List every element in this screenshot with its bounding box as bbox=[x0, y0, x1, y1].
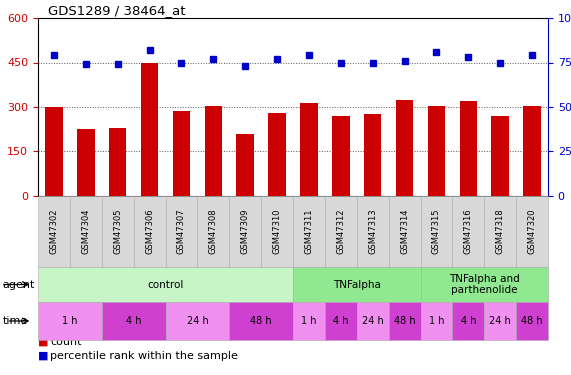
Bar bbox=[523, 105, 541, 196]
Text: count: count bbox=[50, 337, 82, 347]
Bar bbox=[77, 129, 95, 196]
Bar bbox=[332, 116, 349, 196]
Text: 24 h: 24 h bbox=[187, 316, 208, 326]
Text: TNFalpha and
parthenolide: TNFalpha and parthenolide bbox=[449, 274, 520, 295]
Text: GSM47314: GSM47314 bbox=[400, 209, 409, 254]
Bar bbox=[460, 101, 477, 196]
Text: 4 h: 4 h bbox=[126, 316, 142, 326]
Text: GSM47304: GSM47304 bbox=[81, 209, 90, 254]
Text: control: control bbox=[147, 279, 184, 290]
Text: GSM47320: GSM47320 bbox=[528, 209, 537, 254]
Text: agent: agent bbox=[3, 279, 35, 290]
Text: 1 h: 1 h bbox=[301, 316, 317, 326]
Text: GDS1289 / 38464_at: GDS1289 / 38464_at bbox=[48, 4, 186, 17]
Text: TNFalpha: TNFalpha bbox=[333, 279, 381, 290]
Text: GSM47309: GSM47309 bbox=[241, 209, 250, 254]
Text: 48 h: 48 h bbox=[521, 316, 543, 326]
Bar bbox=[109, 128, 126, 196]
Bar bbox=[396, 100, 413, 196]
Text: ■: ■ bbox=[38, 351, 49, 361]
Text: 1 h: 1 h bbox=[62, 316, 78, 326]
Text: GSM47311: GSM47311 bbox=[304, 209, 313, 254]
Text: GSM47315: GSM47315 bbox=[432, 209, 441, 254]
Text: GSM47310: GSM47310 bbox=[272, 209, 282, 254]
Bar bbox=[172, 111, 190, 196]
Text: GSM47302: GSM47302 bbox=[50, 209, 58, 254]
Bar bbox=[300, 102, 317, 196]
Text: GSM47307: GSM47307 bbox=[177, 209, 186, 254]
Text: GSM47306: GSM47306 bbox=[145, 209, 154, 254]
Text: 48 h: 48 h bbox=[250, 316, 272, 326]
Bar bbox=[204, 105, 222, 196]
Text: 4 h: 4 h bbox=[333, 316, 348, 326]
Text: 1 h: 1 h bbox=[429, 316, 444, 326]
Text: GSM47308: GSM47308 bbox=[209, 209, 218, 254]
Bar bbox=[428, 105, 445, 196]
Text: GSM47305: GSM47305 bbox=[113, 209, 122, 254]
Bar bbox=[364, 114, 381, 196]
Text: GSM47312: GSM47312 bbox=[336, 209, 345, 254]
Bar bbox=[45, 107, 63, 196]
Bar bbox=[141, 63, 158, 196]
Bar bbox=[268, 113, 286, 196]
Text: GSM47318: GSM47318 bbox=[496, 209, 505, 254]
Text: time: time bbox=[3, 316, 28, 326]
Text: 24 h: 24 h bbox=[362, 316, 384, 326]
Text: 24 h: 24 h bbox=[489, 316, 511, 326]
Bar bbox=[492, 116, 509, 196]
Text: GSM47316: GSM47316 bbox=[464, 209, 473, 254]
Text: percentile rank within the sample: percentile rank within the sample bbox=[50, 351, 238, 361]
Text: 4 h: 4 h bbox=[461, 316, 476, 326]
Text: GSM47313: GSM47313 bbox=[368, 209, 377, 254]
Bar bbox=[236, 134, 254, 196]
Text: 48 h: 48 h bbox=[394, 316, 415, 326]
Text: ■: ■ bbox=[38, 337, 49, 347]
